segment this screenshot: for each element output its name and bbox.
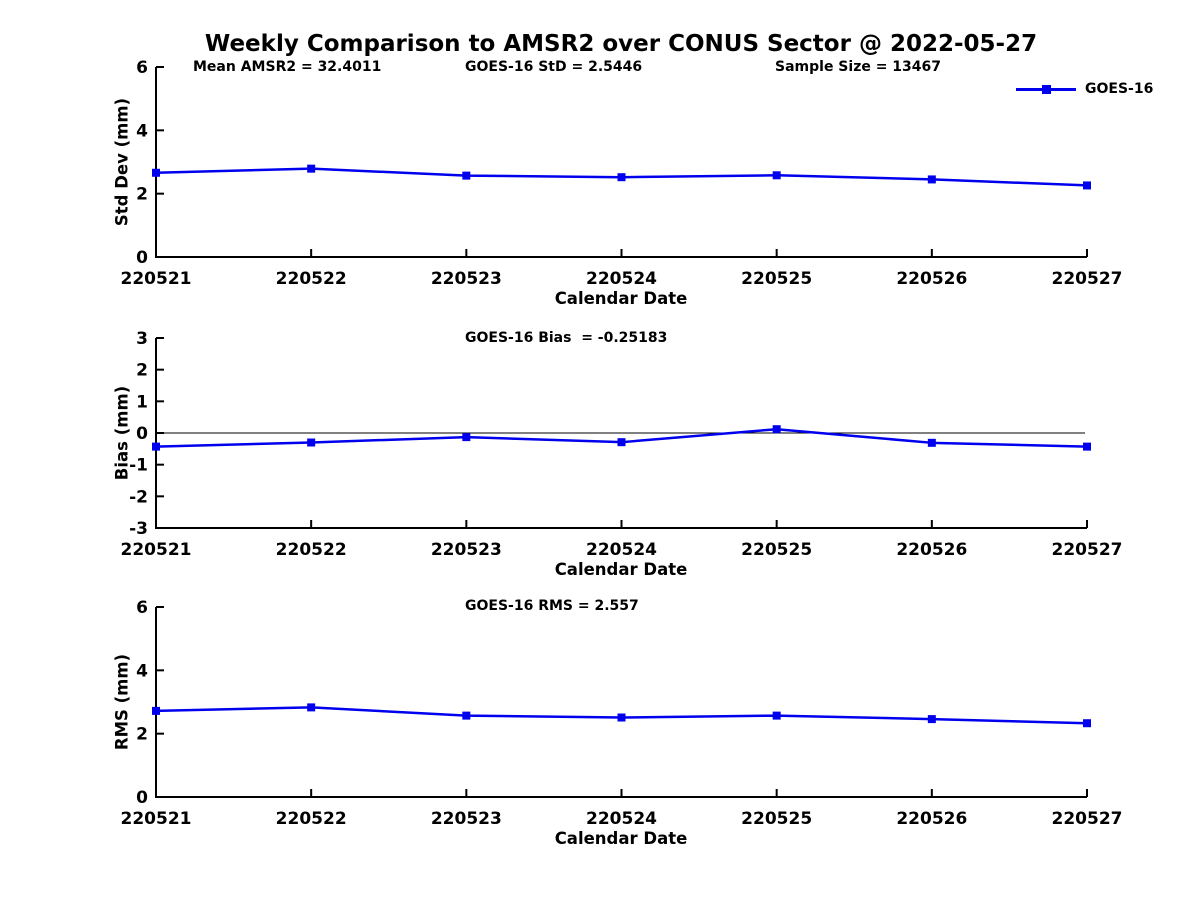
page-title: Weekly Comparison to AMSR2 over CONUS Se… <box>204 31 1038 57</box>
axis <box>155 607 1087 798</box>
data-point-marker <box>1083 181 1091 190</box>
x-tick-label: 220526 <box>896 809 967 829</box>
data-point-marker <box>307 164 316 173</box>
x-tick-label: 220522 <box>276 809 347 829</box>
annotation-goes16-std: GOES-16 StD = 2.5446 <box>465 59 643 75</box>
data-point-marker <box>772 425 781 434</box>
x-tick-label: 220526 <box>896 540 967 560</box>
y-tick-label: 2 <box>136 361 148 381</box>
y-tick-label: 2 <box>136 725 148 745</box>
y-tick-label: 1 <box>136 392 148 412</box>
data-point-marker <box>1083 719 1091 728</box>
x-tick-label: 220522 <box>276 540 347 560</box>
y-tick-label: 6 <box>136 58 148 78</box>
y-tick-label: -1 <box>129 456 148 476</box>
data-point-marker <box>927 175 936 184</box>
legend-square-marker-icon <box>1042 84 1051 94</box>
y-tick-label: 0 <box>136 424 148 444</box>
x-tick-label: 220524 <box>586 540 657 560</box>
data-point-marker <box>307 438 316 447</box>
legend: GOES-16 <box>1016 81 1153 97</box>
y-tick-label: 0 <box>136 248 148 268</box>
y-axis-label-std-dev: Std Dev (mm) <box>112 97 132 227</box>
x-axis-label-calendar-date-2: Calendar Date <box>554 560 688 579</box>
data-point-marker <box>617 173 626 182</box>
y-axis-label-bias: Bias (mm) <box>112 385 132 481</box>
data-point-marker <box>462 433 471 442</box>
data-point-marker <box>152 706 160 715</box>
x-tick-label: 220523 <box>431 540 502 560</box>
annotation-mean-amsr2: Mean AMSR2 = 32.4011 <box>193 59 382 75</box>
data-point-marker <box>927 438 936 447</box>
y-tick-label: 0 <box>136 788 148 808</box>
y-tick-label: 3 <box>136 329 148 349</box>
data-point-marker <box>1083 442 1091 451</box>
y-tick-label: 4 <box>136 121 148 141</box>
data-point-marker <box>152 442 160 451</box>
x-tick-label: 220524 <box>586 809 657 829</box>
y-tick-label: -2 <box>129 487 148 507</box>
x-axis-label-calendar-date-1: Calendar Date <box>554 289 688 308</box>
legend-line-sample <box>1016 84 1076 94</box>
x-tick-label: 220523 <box>431 809 502 829</box>
legend-label: GOES-16 <box>1085 81 1154 97</box>
x-tick-label: 220521 <box>121 809 192 829</box>
data-point-marker <box>307 703 316 712</box>
x-tick-label: 220525 <box>741 809 812 829</box>
y-tick-label: -3 <box>129 519 148 539</box>
x-tick-label: 220521 <box>121 269 192 289</box>
x-tick-label: 220527 <box>1052 269 1123 289</box>
y-tick-label: 2 <box>136 185 148 205</box>
data-point-marker <box>462 171 471 180</box>
x-tick-label: 220527 <box>1052 540 1123 560</box>
data-point-marker <box>152 168 160 177</box>
x-tick-label: 220521 <box>121 540 192 560</box>
data-point-marker <box>617 438 626 447</box>
data-point-marker <box>927 715 936 724</box>
annotation-goes16-bias: GOES-16 Bias = -0.25183 <box>465 330 668 346</box>
x-tick-label: 220522 <box>276 269 347 289</box>
annotation-goes16-rms: GOES-16 RMS = 2.557 <box>465 598 639 614</box>
data-point-marker <box>772 711 781 720</box>
annotation-sample-size: Sample Size = 13467 <box>775 59 942 75</box>
data-point-marker <box>617 713 626 722</box>
x-tick-label: 220524 <box>586 269 657 289</box>
y-tick-label: 6 <box>136 598 148 618</box>
y-axis-label-rms: RMS (mm) <box>112 653 132 751</box>
axis <box>155 67 1087 258</box>
y-tick-label: 4 <box>136 661 148 681</box>
x-tick-label: 220525 <box>741 540 812 560</box>
x-tick-label: 220525 <box>741 269 812 289</box>
x-tick-label: 220523 <box>431 269 502 289</box>
data-point-marker <box>772 171 781 180</box>
x-axis-label-calendar-date-3: Calendar Date <box>554 829 688 848</box>
data-point-marker <box>462 711 471 720</box>
x-tick-label: 220526 <box>896 269 967 289</box>
x-tick-label: 220527 <box>1052 809 1123 829</box>
